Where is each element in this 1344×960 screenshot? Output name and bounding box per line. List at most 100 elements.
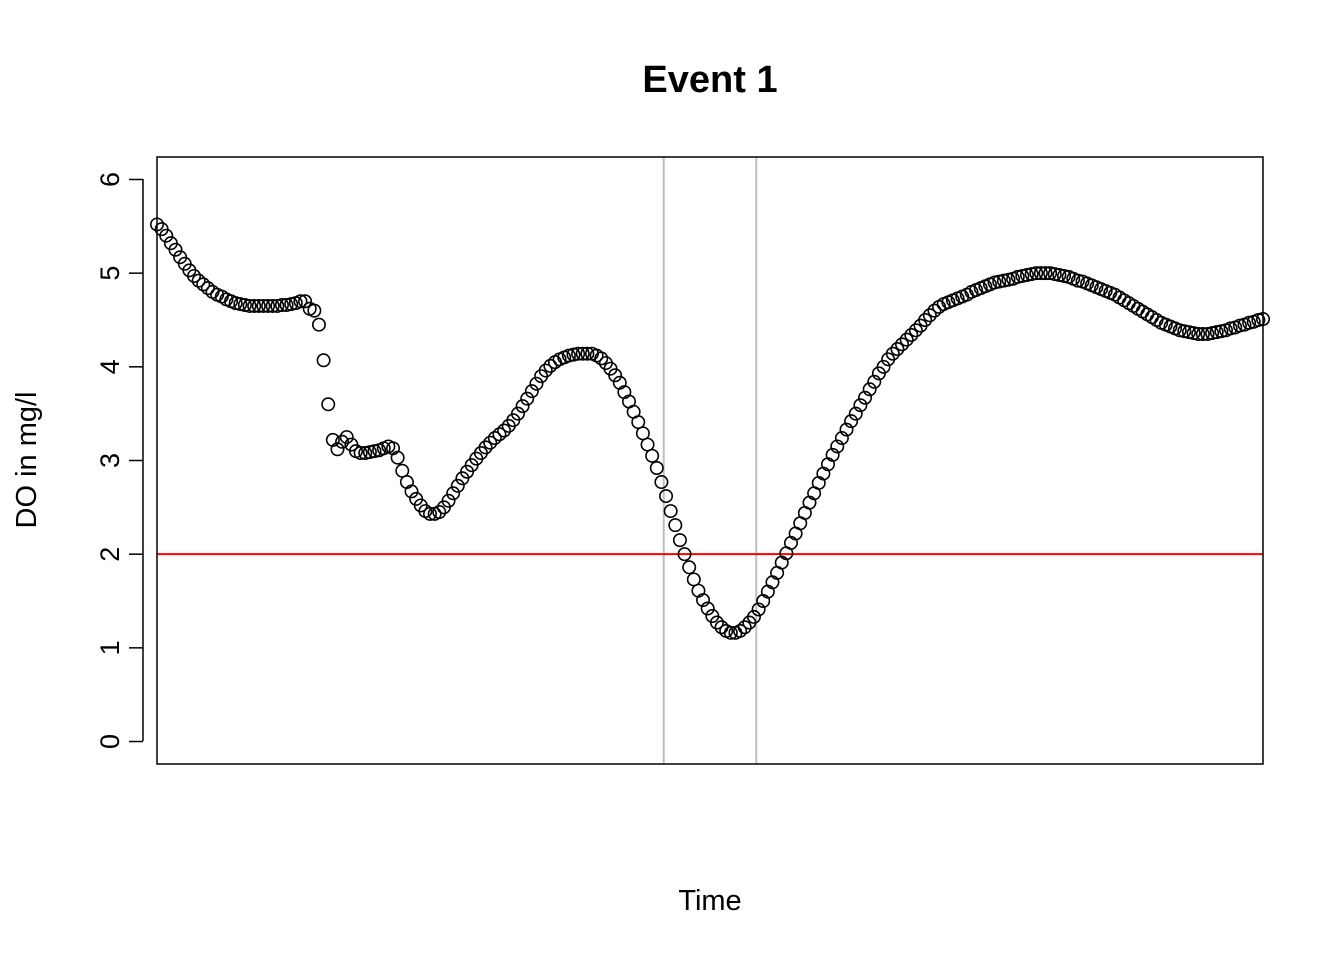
data-point <box>307 303 322 318</box>
y-tick-label: 4 <box>95 359 125 374</box>
data-point <box>1242 315 1257 330</box>
x-axis-label: Time <box>678 885 741 917</box>
data-point <box>594 351 609 366</box>
data-point <box>1232 318 1247 333</box>
data-point <box>608 368 623 383</box>
data-point <box>1019 268 1034 283</box>
data-point <box>446 486 461 501</box>
data-point <box>187 268 202 283</box>
data-point <box>918 312 933 327</box>
data-point <box>316 353 331 368</box>
data-point <box>233 297 248 312</box>
data-point <box>242 298 257 313</box>
data-point <box>353 446 368 461</box>
data-point <box>1070 273 1085 288</box>
data-point <box>1223 321 1238 336</box>
data-point <box>1191 327 1206 342</box>
data-point <box>487 431 502 446</box>
data-point <box>1057 268 1072 283</box>
data-point <box>367 444 382 459</box>
y-tick-label: 0 <box>95 734 125 749</box>
plot-frame <box>156 156 1264 765</box>
data-point <box>247 298 262 313</box>
data-point <box>834 431 849 446</box>
y-axis: 0 1 2 3 4 5 6 <box>95 172 144 749</box>
data-point <box>996 273 1011 288</box>
data-point <box>492 427 507 442</box>
data-point <box>284 297 299 312</box>
data-point <box>362 445 377 460</box>
data-point <box>1024 267 1039 282</box>
data-point <box>992 274 1007 289</box>
data-point <box>746 609 761 624</box>
data-point <box>700 601 715 616</box>
y-tick-label: 1 <box>95 640 125 655</box>
data-point <box>885 346 900 361</box>
data-point <box>904 327 919 342</box>
data-point <box>566 347 581 362</box>
data-point <box>237 297 252 312</box>
data-point <box>293 294 308 309</box>
data-point <box>1043 266 1058 281</box>
data-point <box>922 308 937 323</box>
data-point <box>159 228 174 243</box>
data-point <box>659 489 674 504</box>
data-point <box>1209 325 1224 340</box>
data-point <box>895 337 910 352</box>
data-point <box>538 363 553 378</box>
data-point <box>1001 272 1016 287</box>
data-point <box>196 277 211 292</box>
data-point <box>890 342 905 357</box>
data-point <box>649 460 664 475</box>
data-point <box>696 593 711 608</box>
data-point <box>423 506 438 521</box>
chart-title: Event 1 <box>642 59 777 101</box>
data-point <box>580 346 595 361</box>
data-point <box>358 446 373 461</box>
y-tick-label: 6 <box>95 172 125 187</box>
data-point <box>432 505 447 520</box>
data-point <box>478 440 493 455</box>
data-point <box>1029 266 1044 281</box>
data-point <box>853 398 868 413</box>
data-point <box>723 625 738 640</box>
data-point <box>543 358 558 373</box>
data-point <box>1015 268 1030 283</box>
data-point <box>709 615 724 630</box>
data-point <box>1038 266 1053 281</box>
data-point <box>899 332 914 347</box>
data-point <box>561 348 576 363</box>
data-point <box>737 620 752 635</box>
data-point <box>191 273 206 288</box>
data-point <box>839 422 854 437</box>
data-point <box>825 447 840 462</box>
data-point <box>830 439 845 454</box>
data-point <box>677 547 692 562</box>
y-tick-label: 3 <box>95 453 125 468</box>
data-point <box>654 475 669 490</box>
data-point <box>908 323 923 338</box>
data-point <box>1214 324 1229 339</box>
data-point <box>862 382 877 397</box>
data-point <box>311 317 326 332</box>
data-point <box>510 406 525 421</box>
data-point <box>529 376 544 391</box>
data-point <box>270 298 285 313</box>
data-point <box>279 297 294 312</box>
data-point <box>251 298 266 313</box>
data-point <box>1177 324 1192 339</box>
data-point <box>1200 327 1215 342</box>
data-point <box>1186 326 1201 341</box>
data-point <box>261 298 276 313</box>
data-point <box>339 430 354 445</box>
y-tick-label: 5 <box>95 266 125 281</box>
data-point <box>1251 312 1266 327</box>
data-point <box>1195 327 1210 342</box>
data-point <box>1205 326 1220 341</box>
data-point <box>867 374 882 389</box>
data-point <box>668 518 683 533</box>
data-point <box>876 359 891 374</box>
data-point <box>858 390 873 405</box>
data-point <box>168 242 183 257</box>
